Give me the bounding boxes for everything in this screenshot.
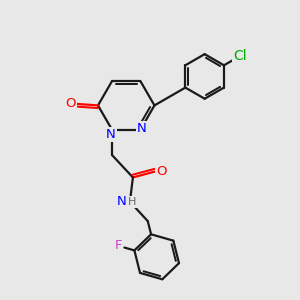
Text: N: N bbox=[137, 122, 147, 135]
Text: O: O bbox=[157, 165, 167, 178]
Text: Cl: Cl bbox=[233, 49, 247, 63]
Text: N: N bbox=[106, 128, 116, 141]
Text: O: O bbox=[65, 98, 76, 110]
Text: N: N bbox=[117, 195, 127, 208]
Text: H: H bbox=[128, 197, 136, 207]
Text: F: F bbox=[114, 239, 122, 252]
